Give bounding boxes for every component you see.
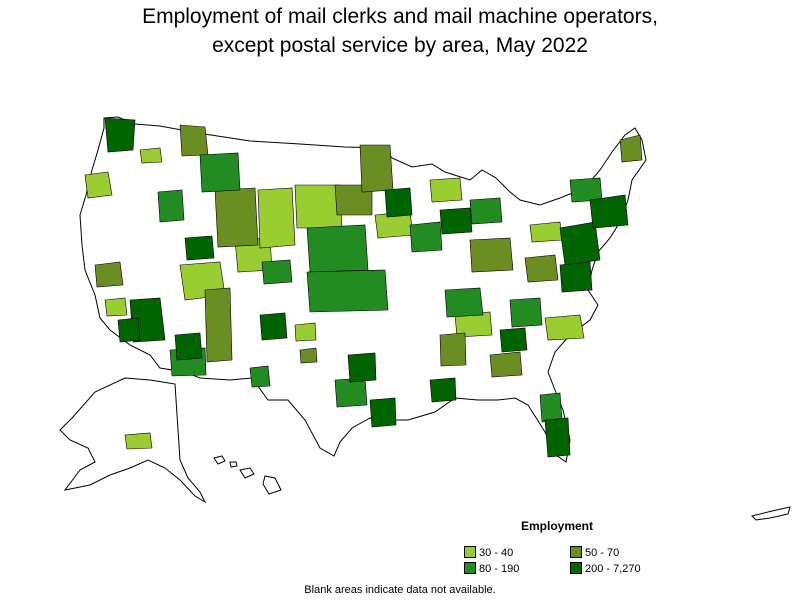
legend-swatch-30-40 — [464, 546, 476, 558]
map-title: Employment of mail clerks and mail machi… — [0, 2, 800, 60]
legend-label-50-70: 50 - 70 — [585, 547, 620, 559]
legend-title: Employment — [521, 519, 594, 533]
puerto-rico-outline — [751, 506, 791, 521]
legend-swatch-80-190 — [464, 562, 476, 574]
legend-item-30-40: 30 - 40 — [464, 546, 513, 560]
hawaii-islands — [213, 455, 282, 495]
legend-label-80-190: 80 - 190 — [479, 563, 520, 575]
legend-item-50-70: 50 - 70 — [570, 546, 619, 560]
areas-30-40 — [84, 147, 585, 450]
legend-item-200-7270: 200 - 7,270 — [570, 562, 641, 576]
areas-200-7270 — [104, 117, 629, 458]
legend-item-80-190: 80 - 190 — [464, 562, 519, 576]
legend-label-200-7270: 200 - 7,270 — [585, 563, 641, 575]
title-line-1: Employment of mail clerks and mail machi… — [142, 5, 658, 28]
legend-swatch-50-70 — [570, 546, 582, 558]
footnote: Blank areas indicate data not available. — [304, 584, 496, 596]
title-line-2: except postal service by area, May 2022 — [212, 34, 588, 57]
areas-50-70 — [94, 124, 643, 378]
legend-label-30-40: 30 - 40 — [479, 547, 514, 559]
areas-80-190 — [157, 152, 603, 423]
legend-swatch-200-7270 — [570, 562, 582, 574]
